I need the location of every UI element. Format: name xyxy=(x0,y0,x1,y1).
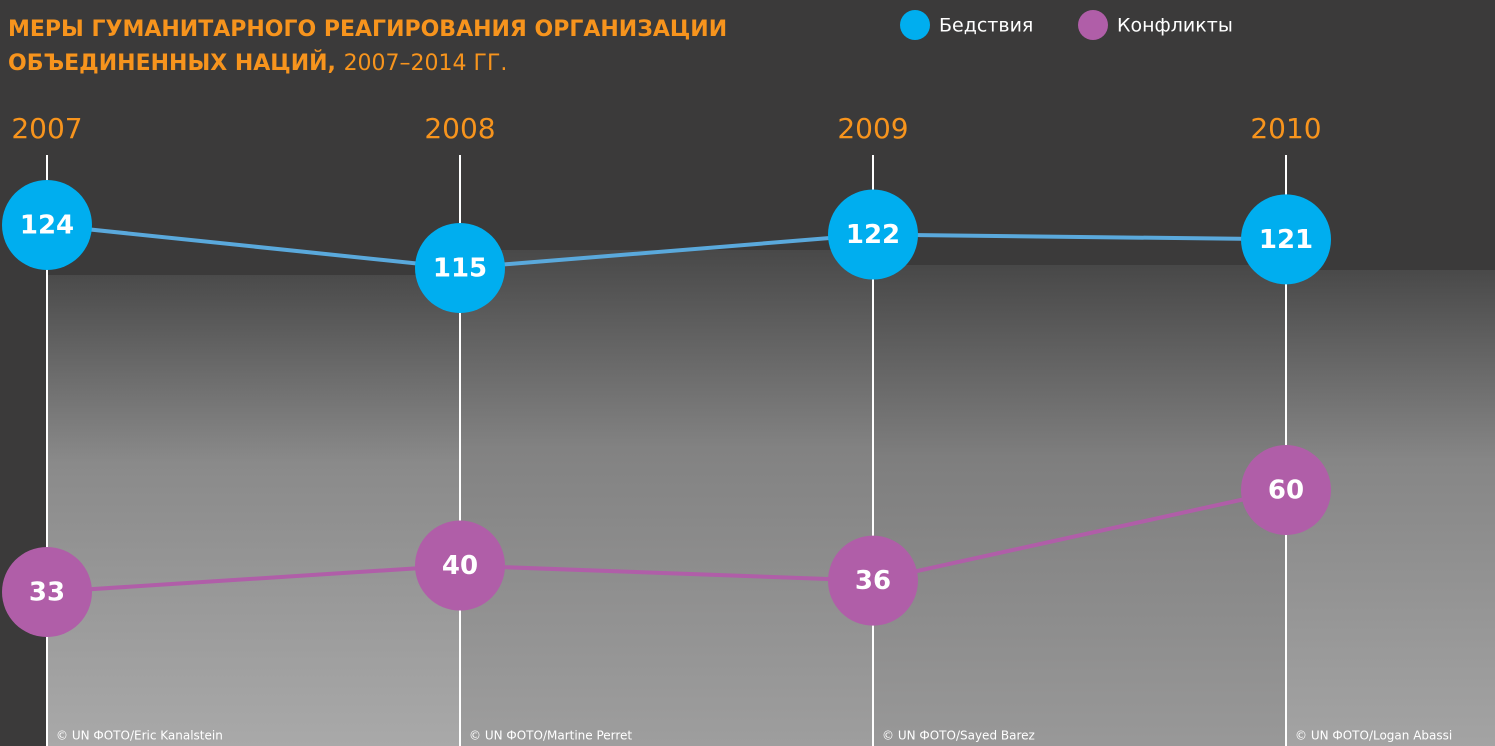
legend-label: Бедствия xyxy=(939,15,1033,37)
year-label: 2009 xyxy=(837,112,908,145)
photo-credit: © UN ФОТО/Logan Abassi xyxy=(1295,729,1452,743)
value-label: 60 xyxy=(1268,476,1304,506)
legend-label: Конфликты xyxy=(1117,15,1233,37)
value-label: 124 xyxy=(20,211,74,241)
legend-swatch xyxy=(900,10,930,40)
photo-credit: © UN ФОТО/Martine Perret xyxy=(469,729,632,743)
point xyxy=(828,535,918,626)
chart-title: МЕРЫ ГУМАНИТАРНОГО РЕАГИРОВАНИЯ ОРГАНИЗА… xyxy=(8,17,727,42)
photo xyxy=(460,250,872,746)
point xyxy=(415,520,505,611)
photo xyxy=(46,275,460,746)
point xyxy=(1241,194,1331,285)
value-label: 115 xyxy=(433,254,487,284)
photo-credit: © UN ФОТО/Eric Kanalstein xyxy=(56,729,223,743)
subtitle: 2007–2014 ГГ. xyxy=(344,51,508,76)
series-line xyxy=(46,488,1287,594)
value-label: 122 xyxy=(846,220,900,250)
year-label: 2010 xyxy=(1250,112,1321,145)
year-label: 2007 xyxy=(11,112,82,145)
year-label: 2008 xyxy=(424,112,495,145)
chart-title-line2: ОБЪЕДИНЕННЫХ НАЦИЙ, 2007–2014 ГГ. xyxy=(8,50,507,76)
point xyxy=(2,547,92,637)
value-label: 121 xyxy=(1259,225,1313,255)
legend-swatch xyxy=(1078,10,1108,40)
point xyxy=(415,223,505,313)
value-label: 36 xyxy=(855,566,891,596)
point xyxy=(828,189,918,280)
value-label: 33 xyxy=(29,578,65,608)
value-label: 40 xyxy=(442,551,478,581)
photo-credit: © UN ФОТО/Sayed Barez xyxy=(882,729,1035,743)
point xyxy=(1241,445,1331,535)
series-line xyxy=(46,223,1287,271)
point xyxy=(2,180,92,270)
